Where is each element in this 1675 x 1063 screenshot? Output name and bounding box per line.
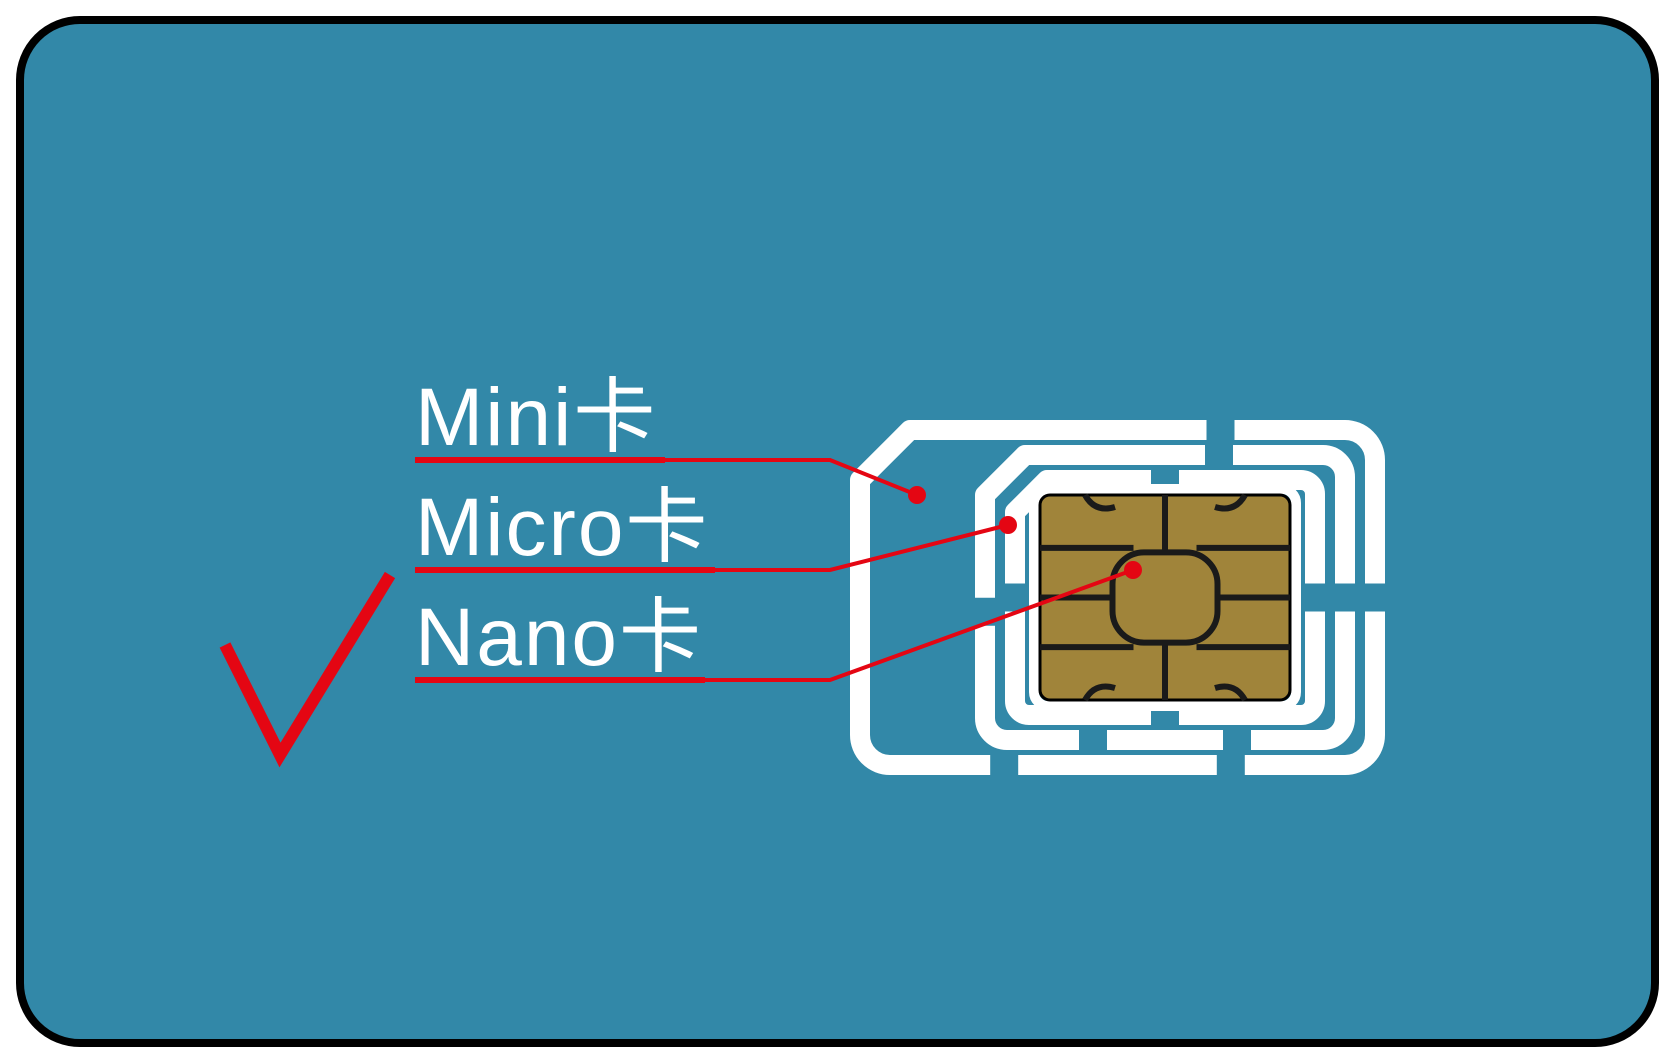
sim-card-diagram: Mini卡 Micro卡 Nano卡 bbox=[0, 0, 1675, 1063]
break-mark bbox=[1330, 584, 1360, 612]
leader-dot-nano bbox=[1124, 561, 1142, 579]
label-nano: Nano卡 bbox=[415, 592, 703, 683]
break-mark bbox=[1223, 725, 1251, 755]
break-mark bbox=[1300, 584, 1330, 612]
leader-dot-micro bbox=[999, 516, 1017, 534]
label-micro: Micro卡 bbox=[415, 482, 709, 573]
break-mark bbox=[1360, 584, 1390, 612]
sim-chip bbox=[1034, 489, 1296, 706]
card-body bbox=[20, 20, 1655, 1043]
label-mini: Mini卡 bbox=[415, 372, 657, 463]
diagram-svg: Mini卡 Micro卡 Nano卡 bbox=[0, 0, 1675, 1063]
leader-dot-mini bbox=[908, 486, 926, 504]
break-mark bbox=[990, 750, 1018, 780]
break-mark bbox=[1205, 440, 1233, 470]
break-mark bbox=[1079, 725, 1107, 755]
